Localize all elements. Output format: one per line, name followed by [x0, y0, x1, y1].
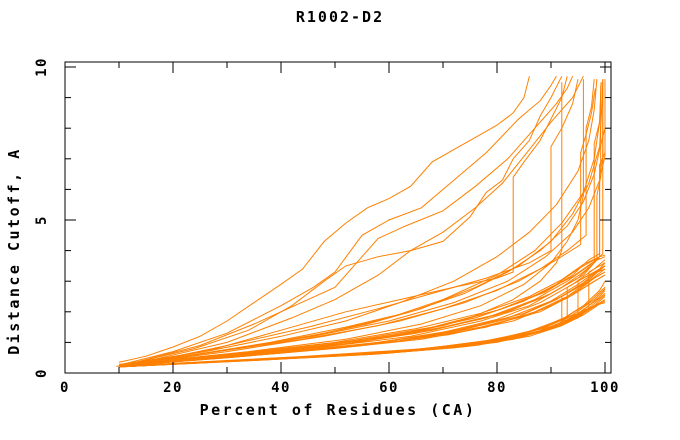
y-tick-label: 0	[34, 368, 50, 378]
chart-title: R1002-D2	[295, 8, 385, 26]
y-tick-label: 5	[34, 215, 50, 225]
model-curve	[129, 79, 584, 365]
model-curve	[124, 75, 557, 365]
model-curve	[124, 271, 606, 367]
x-tick-label: 100	[590, 380, 620, 396]
y-tick-label: 10	[34, 57, 50, 77]
model-curve	[140, 79, 579, 365]
model-curve	[140, 274, 606, 365]
model-curve	[129, 79, 604, 365]
model-curve	[135, 88, 596, 365]
model-curve	[118, 76, 530, 363]
model-curve	[118, 82, 602, 366]
model-curve	[118, 268, 606, 367]
plot-frame	[64, 61, 612, 374]
model-curve	[124, 79, 595, 365]
model-curve	[118, 82, 563, 366]
model-curve	[135, 76, 568, 365]
model-curve	[118, 79, 606, 365]
x-tick-label: 60	[379, 380, 399, 396]
model-curve	[135, 75, 584, 365]
x-tick-label: 80	[487, 380, 507, 396]
model-curve	[124, 79, 598, 365]
model-curve	[140, 85, 606, 365]
model-curve	[124, 265, 606, 366]
x-tick-label: 20	[163, 380, 183, 396]
model-curve	[135, 82, 602, 365]
x-tick-label: 0	[60, 380, 70, 396]
x-tick-label: 40	[271, 380, 291, 396]
model-curve	[129, 75, 563, 365]
x-axis-label: Percent of Residues (CA)	[199, 401, 477, 419]
model-curve	[129, 75, 574, 365]
model-curve	[118, 79, 604, 366]
